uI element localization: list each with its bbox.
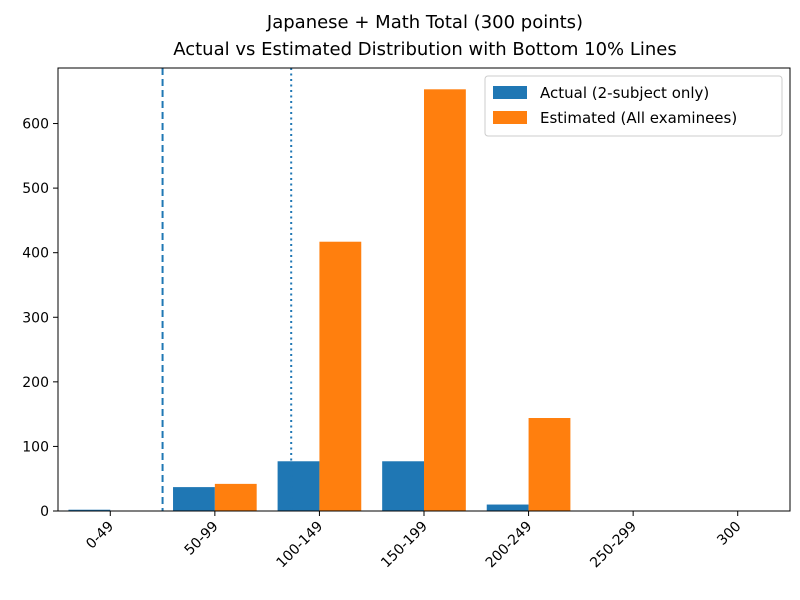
bar-actual-100-149 <box>277 461 320 511</box>
legend-box <box>484 75 783 137</box>
x-axis: 0-49 50-99 100-149 150-199 200-249 250-299 300 <box>83 511 745 572</box>
y-axis: 0 100 200 300 400 500 600 <box>22 117 58 520</box>
bar-estimated-100-149 <box>319 241 362 511</box>
y-tick-label: 300 <box>22 310 49 326</box>
bar-estimated-50-99 <box>214 483 257 511</box>
x-tick-label: 300 <box>714 519 744 549</box>
reference-lines <box>161 68 293 511</box>
bar-actual-0-49 <box>68 509 111 511</box>
bar-estimated-200-249 <box>528 418 571 511</box>
legend-swatch-actual <box>493 86 527 99</box>
y-tick-label: 0 <box>40 504 49 520</box>
chart-subtitle: Actual vs Estimated Distribution with Bo… <box>173 39 677 60</box>
legend-label-actual: Actual (2-subject only) <box>540 84 709 102</box>
y-tick-label: 400 <box>22 246 49 262</box>
chart-title: Japanese + Math Total (300 points) <box>266 12 583 33</box>
y-tick-label: 500 <box>22 181 49 197</box>
y-tick-label: 100 <box>22 439 49 455</box>
plot-area: 0 100 200 300 400 500 600 0-49 50-99 100-149 150-… <box>22 67 791 572</box>
y-tick-label: 600 <box>22 117 49 133</box>
y-tick-label: 200 <box>22 375 49 391</box>
bar-actual-150-199 <box>382 461 424 511</box>
x-tick-label: 50-99 <box>182 519 222 559</box>
bars <box>68 89 571 512</box>
bar-actual-50-99 <box>173 487 215 511</box>
legend-swatch-estimated <box>493 111 527 124</box>
x-tick-label: 250-299 <box>587 519 640 572</box>
x-tick-label: 100-149 <box>274 519 327 572</box>
legend-label-estimated: Estimated (All examinees) <box>540 109 737 127</box>
x-tick-label: 0-49 <box>83 519 117 553</box>
x-tick-label: 200-249 <box>483 519 536 572</box>
bar-estimated-150-199 <box>424 89 466 512</box>
legend: Actual (2-subject only) Estimated (All e… <box>484 75 783 137</box>
x-tick-label: 150-199 <box>378 519 431 572</box>
bar-actual-200-249 <box>486 504 529 511</box>
